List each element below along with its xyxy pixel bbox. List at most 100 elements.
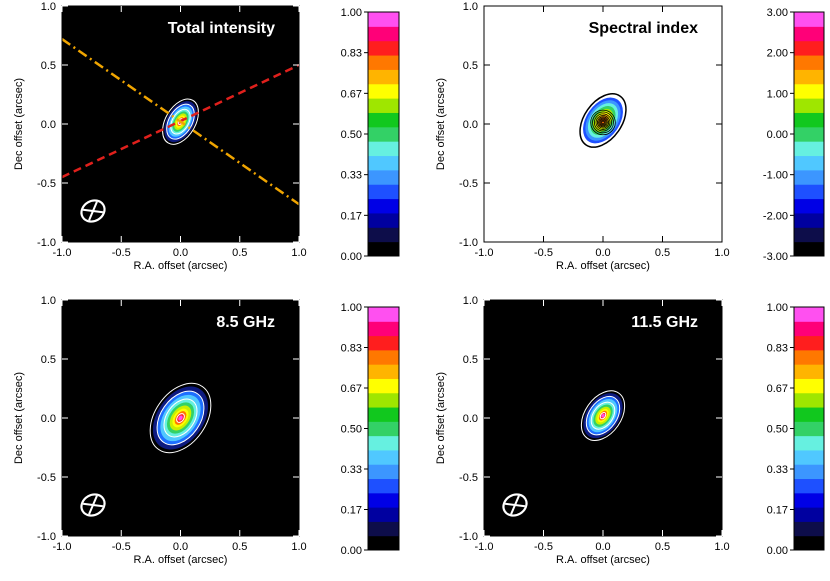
colorbar-tick-label: 0.00 (767, 129, 788, 141)
panel-title: Spectral index (589, 20, 698, 37)
contour-7 (599, 118, 607, 127)
colorbar: 3.00 2.00 1.00 0.00 -1.00 -2.00 -3.00 (763, 7, 825, 263)
colorbar-swatch (368, 40, 399, 56)
x-tick-label: 0.5 (655, 541, 670, 553)
colorbar-tick-label: -2.00 (763, 210, 788, 222)
x-tick-label: -0.5 (534, 541, 553, 553)
beam-icon (80, 493, 106, 517)
y-tick-label: 0.0 (41, 119, 56, 131)
y-tick-label: 1.0 (463, 295, 478, 307)
y-tick-label: 0.5 (463, 354, 478, 366)
y-tick-label: 0.5 (41, 60, 56, 72)
x-tick-label: -1.0 (475, 247, 494, 259)
contour-4 (595, 115, 611, 130)
x-tick-label: 1.0 (291, 541, 306, 553)
colorbar-swatch (368, 241, 399, 257)
beam-cross-2 (510, 495, 520, 515)
contour-3 (163, 398, 198, 438)
colorbar-swatch (368, 112, 399, 128)
colorbar-tick-label: -1.00 (763, 170, 788, 182)
y-tick-label: 1.0 (41, 295, 56, 307)
y-axis-label: Dec offset (arcsec) (435, 372, 447, 464)
colorbar-swatch (794, 112, 824, 128)
colorbar-swatch (368, 98, 399, 113)
colorbar-swatch (368, 335, 399, 351)
colorbar-swatch (368, 364, 399, 379)
contour-4 (176, 413, 185, 423)
y-tick-label: 0.0 (463, 119, 478, 131)
colorbar-swatch (368, 169, 399, 185)
colorbar-swatch (794, 335, 824, 351)
colorbar-tick-label: 1.00 (341, 7, 362, 19)
colorbar-tick-label: 1.00 (767, 88, 788, 100)
y-tick-label: 1.0 (41, 1, 56, 13)
colorbar-tick-label: 1.00 (767, 302, 788, 314)
contour-1 (590, 109, 616, 136)
y-tick-label: -0.5 (459, 178, 478, 190)
colorbar-swatch (368, 126, 399, 142)
contour-2 (592, 111, 614, 134)
panel-3: -1.0 -0.5 0.0 0.5 1.0 -1.0 -0.5 0.0 0.5 1.0 R.A. o… (13, 295, 400, 566)
y-axis-label: Dec offset (arcsec) (435, 78, 447, 170)
x-tick-label: 0.0 (595, 247, 610, 259)
colorbar-tick-label: 1.00 (341, 302, 362, 314)
colorbar-swatch (794, 26, 824, 42)
colorbar-swatch (794, 349, 824, 365)
panel-title: 11.5 GHz (631, 314, 698, 331)
colorbar-tick-label: -3.00 (763, 251, 788, 263)
colorbar-swatch (794, 198, 824, 214)
colorbar-swatch (794, 421, 824, 437)
colorbar-swatch (794, 241, 824, 257)
colorbar-swatch (794, 184, 824, 200)
x-tick-label: -0.5 (112, 247, 131, 259)
colorbar-swatch (368, 307, 399, 322)
colorbar-swatch (794, 364, 824, 379)
colorbar-swatch (794, 392, 824, 408)
colorbar: 1.00 0.83 0.67 0.50 0.33 0.17 0.00 (341, 7, 400, 263)
colorbar-swatch (368, 449, 399, 465)
y-tick-label: -1.0 (37, 531, 56, 543)
colorbar-swatch (368, 407, 399, 422)
colorbar-tick-label: 0.50 (767, 424, 788, 436)
x-tick-label: -1.0 (53, 247, 72, 259)
contour-5 (596, 116, 610, 129)
x-tick-label: 0.0 (173, 541, 188, 553)
x-tick-label: 1.0 (714, 541, 729, 553)
beam-icon (80, 199, 106, 223)
contour-8 (600, 119, 606, 126)
colorbar-swatch (794, 535, 824, 551)
colorbar-swatch (368, 464, 399, 480)
colorbar-swatch (794, 55, 824, 70)
contour-1 (580, 390, 626, 441)
beam-ellipse (502, 493, 528, 517)
colorbar-swatch (794, 12, 824, 27)
colorbar-swatch (794, 212, 824, 228)
colorbar-swatch (794, 492, 824, 508)
colorbar-tick-label: 0.33 (341, 464, 362, 476)
y-tick-label: -0.5 (37, 472, 56, 484)
colorbar-swatch (368, 392, 399, 408)
colorbar-swatch (368, 535, 399, 551)
colorbar-tick-label: 0.50 (341, 129, 362, 141)
colorbar-tick-label: 0.67 (341, 383, 362, 395)
beam-ellipse (80, 199, 106, 223)
colorbar-tick-label: 3.00 (767, 7, 788, 19)
colorbar-tick-label: 0.17 (341, 210, 362, 222)
x-axis-label: R.A. offset (arcsec) (556, 260, 650, 272)
x-tick-label: 1.0 (291, 247, 306, 259)
x-tick-label: 0.5 (232, 247, 247, 259)
colorbar-swatch (794, 227, 824, 243)
colorbar-tick-label: 0.83 (341, 343, 362, 355)
colorbar-tick-label: 0.17 (341, 505, 362, 517)
source-emission (580, 390, 626, 441)
contour-4 (599, 411, 607, 420)
colorbar-swatch (794, 478, 824, 494)
y-tick-label: -0.5 (459, 472, 478, 484)
colorbar-swatch (368, 155, 399, 171)
y-axis-label: Dec offset (arcsec) (13, 78, 25, 170)
colorbar-tick-label: 0.17 (767, 505, 788, 517)
panel-2: -1.0 -0.5 0.0 0.5 1.0 -1.0 -0.5 0.0 0.5 1.0 R.A. o… (435, 1, 825, 272)
x-tick-label: 0.5 (655, 247, 670, 259)
colorbar: 1.00 0.83 0.67 0.50 0.33 0.17 0.00 (767, 302, 825, 557)
y-tick-label: 1.0 (463, 1, 478, 13)
